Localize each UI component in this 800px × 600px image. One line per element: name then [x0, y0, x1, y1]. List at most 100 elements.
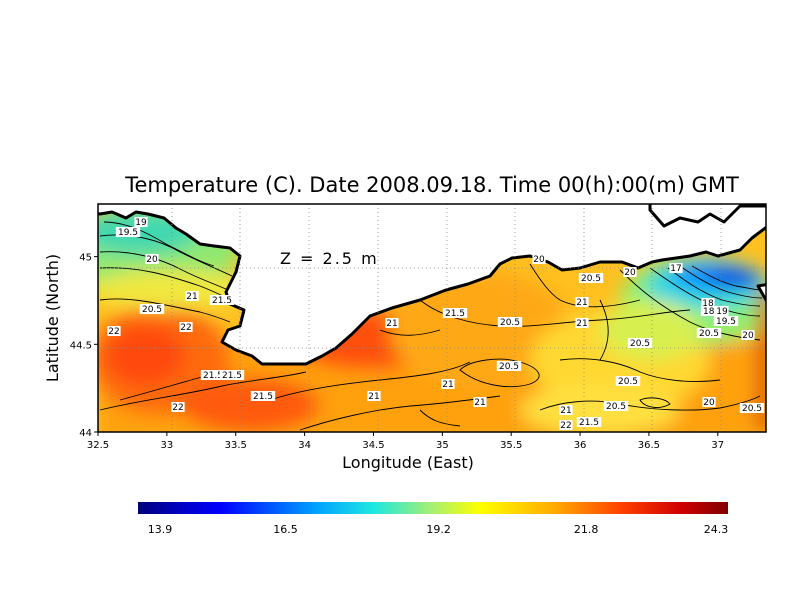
x-tick-label: 35.5	[500, 440, 522, 451]
contour-label: 20.5	[699, 329, 719, 339]
contour-label: 20.5	[500, 318, 520, 328]
contour-label-bg	[700, 306, 726, 316]
contour-label: 20.5	[618, 377, 638, 387]
contour-label: 21	[442, 380, 453, 390]
contour-label-bg	[575, 297, 589, 307]
contour-label: 20.5	[606, 402, 626, 412]
contour-label: 20.5	[142, 305, 162, 315]
contour-label: 21.5	[222, 371, 242, 381]
contour-label: 21	[474, 398, 485, 408]
contour-label: 20.5	[742, 404, 762, 414]
colorbar-tick-label: 24.3	[704, 523, 729, 536]
contour-label: 20.5	[581, 274, 601, 284]
field-hot-southwest	[180, 377, 320, 432]
contour-label: 22	[180, 323, 191, 333]
x-tick-label: 34.5	[362, 440, 384, 451]
y-tick-label: 45	[79, 253, 92, 264]
contour-label-bg	[200, 370, 226, 380]
contour-label-bg	[385, 318, 399, 328]
contour-label-bg	[496, 361, 522, 371]
contour-label-bg	[559, 420, 573, 430]
contour-label: 22	[560, 421, 571, 431]
colorbar-ticks: 13.9 16.5 19.2 21.8 24.3	[148, 523, 729, 536]
colorbar-tick-label: 19.2	[426, 523, 451, 536]
contour-label-bg	[623, 267, 637, 277]
field-hot-east-edge	[758, 290, 766, 432]
contour-label: 17	[670, 264, 681, 274]
contour-label: 20	[742, 331, 754, 341]
y-axis-ticks: 44 44.5 45	[70, 253, 98, 439]
contour-label-bg	[250, 391, 276, 401]
contour-label-bg	[713, 316, 739, 326]
x-tick-label: 36	[574, 440, 587, 451]
x-tick-label: 33	[160, 440, 173, 451]
contour-label-bg	[559, 405, 573, 415]
y-tick-label: 44	[79, 428, 92, 439]
contour-label: 21.5	[579, 418, 599, 428]
contour-label-bg	[702, 397, 716, 407]
contour-label: 21	[186, 292, 197, 302]
contour-label-bg	[209, 295, 235, 305]
contour-label: 21	[368, 392, 379, 402]
contour-label-bg	[603, 401, 629, 411]
temperature-field	[98, 205, 766, 432]
contour-label: 20	[146, 255, 158, 265]
contour-label: 21	[560, 406, 571, 416]
crimea-land	[98, 204, 766, 366]
y-tick-label: 44.5	[70, 340, 92, 351]
chart-title: Temperature (C). Date 2008.09.18. Time 0…	[124, 173, 739, 197]
contour-label-bg	[115, 227, 141, 237]
contour-label: 21	[386, 319, 397, 329]
contour-label: 22	[172, 403, 183, 413]
depth-annotation: Z = 2.5 m	[280, 249, 379, 268]
contour-label: 21.5	[253, 392, 273, 402]
contour-label-bg	[669, 263, 683, 273]
contour-label-bg	[532, 254, 546, 264]
contour-label-bg	[442, 308, 468, 318]
contour-label-bg	[715, 306, 729, 316]
contour-label-bg	[171, 402, 185, 412]
contour-label-bg	[107, 326, 121, 336]
contour-label: 21	[576, 298, 587, 308]
contour-label: 22	[108, 327, 119, 337]
contour-label: 20.5	[630, 339, 650, 349]
contour-label: 18.5	[703, 307, 723, 317]
colorbar-tick-label: 16.5	[273, 523, 298, 536]
contour-label: 21	[576, 319, 587, 329]
contour-label-bg	[696, 328, 722, 338]
x-tick-label: 32.5	[87, 440, 109, 451]
contour-label: 20	[624, 268, 636, 278]
x-axis-ticks: 32.5 33 33.5 34 34.5 35 35.5 36 36.5 37	[87, 432, 724, 451]
contour-label: 19.5	[716, 317, 736, 327]
x-tick-label: 34	[298, 440, 311, 451]
x-tick-label: 33.5	[225, 440, 247, 451]
contour-label: 19	[716, 307, 728, 317]
contour-label-bg	[473, 397, 487, 407]
contour-label: 21.5	[445, 309, 465, 319]
y-axis-label: Latitude (North)	[43, 254, 62, 382]
field-hot-west	[105, 325, 185, 385]
field-yellowgreen-east	[600, 300, 700, 360]
contour-label-bg	[179, 322, 193, 332]
kerch-strait-land	[648, 204, 766, 228]
x-tick-label: 36.5	[638, 440, 660, 451]
contour-label-bg	[627, 338, 653, 348]
contour-label-bg	[139, 304, 165, 314]
contour-label: 18	[702, 299, 714, 309]
colorbar	[138, 502, 728, 514]
contour-label: 19.5	[118, 228, 138, 238]
contour-label-bg	[739, 403, 765, 413]
contour-label-bg	[576, 417, 602, 427]
contour-label-bg	[367, 391, 381, 401]
contour-label-bg	[441, 379, 455, 389]
contour-label-bg	[497, 317, 523, 327]
contour-label: 20.5	[499, 362, 519, 372]
contour-label: 19	[135, 218, 147, 228]
caucasus-land-edge	[756, 283, 766, 302]
field-yellow-southeast	[520, 385, 680, 432]
x-tick-label: 35	[436, 440, 449, 451]
contour-label-bg	[219, 370, 245, 380]
grid-lines	[98, 204, 766, 432]
x-axis-label: Longitude (East)	[342, 453, 474, 472]
